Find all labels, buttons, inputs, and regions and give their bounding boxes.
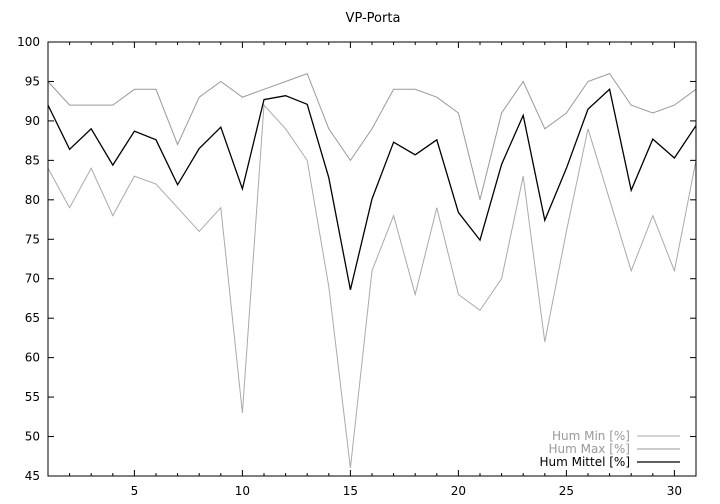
legend: Hum Min [%]Hum Max [%]Hum Mittel [%] — [539, 429, 680, 469]
series-line-1 — [47, 103, 697, 469]
y-tick-label: 90 — [25, 114, 40, 128]
y-tick-label: 50 — [25, 430, 40, 444]
y-tick-label: 80 — [25, 193, 40, 207]
y-tick-label: 55 — [25, 390, 40, 404]
y-tick-label: 95 — [25, 74, 40, 88]
y-tick-label: 85 — [25, 153, 40, 167]
axis-ticks: 45 50 55 60 65 70 75 80 85 90 95 100 5 10 15 20 25 30 — [17, 35, 697, 498]
x-tick-label: 15 — [343, 484, 358, 498]
y-tick-label: 65 — [25, 311, 40, 325]
x-tick-label: 10 — [235, 484, 250, 498]
series-line-2 — [47, 72, 697, 200]
x-tick-label: 20 — [451, 484, 466, 498]
legend-label-1: Hum Min [%] — [552, 429, 630, 443]
chart-title: VP-Porta — [346, 11, 401, 26]
legend-label-2: Hum Max [%] — [548, 442, 630, 456]
legend-label-3: Hum Mittel [%] — [539, 455, 630, 469]
x-tick-label: 25 — [559, 484, 574, 498]
y-tick-label: 75 — [25, 232, 40, 246]
series-line-3 — [47, 88, 697, 290]
y-tick-label: 100 — [17, 35, 40, 49]
series-lines — [47, 72, 697, 469]
x-tick-label: 5 — [131, 484, 139, 498]
y-tick-label: 45 — [25, 469, 40, 483]
y-tick-label: 70 — [25, 272, 40, 286]
x-tick-label: 30 — [667, 484, 682, 498]
y-tick-label: 60 — [25, 351, 40, 365]
plot-frame — [47, 41, 697, 477]
